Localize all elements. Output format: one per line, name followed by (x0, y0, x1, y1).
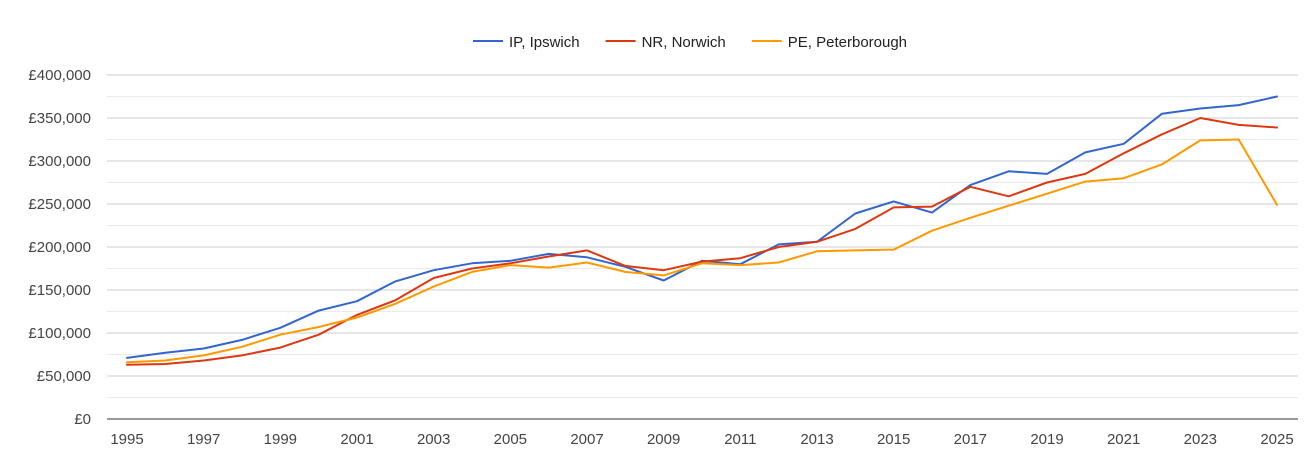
x-tick-label: 2011 (724, 431, 756, 448)
x-tick-label: 2017 (954, 431, 987, 448)
x-tick-label: 2023 (1184, 431, 1217, 448)
legend-label: PE, Peterborough (788, 34, 907, 51)
x-tick-label: 2021 (1107, 431, 1140, 448)
x-tick-label: 2001 (340, 431, 373, 448)
y-tick-label: £50,000 (37, 368, 91, 385)
legend: IP, Ipswich NR, Norwich PE, Peterborough (473, 34, 907, 51)
y-tick-label: £200,000 (28, 239, 91, 256)
x-tick-label: 2019 (1030, 431, 1063, 448)
series-line-3 (126, 138, 1278, 364)
x-tick-label: 1997 (187, 431, 220, 448)
series-line-1 (126, 95, 1278, 359)
x-tick-label: 2005 (494, 431, 527, 448)
x-tick-label: 1999 (264, 431, 297, 448)
y-tick-label: £300,000 (28, 153, 91, 170)
grid-lines (107, 74, 1298, 420)
series-lines (126, 95, 1278, 366)
legend-label: NR, Norwich (642, 34, 726, 51)
x-tick-label: 2007 (570, 431, 603, 448)
x-tick-label: 2003 (417, 431, 450, 448)
y-tick-label: £0 (74, 411, 91, 428)
y-tick-label: £100,000 (28, 325, 91, 342)
y-tick-label: £400,000 (28, 67, 91, 84)
y-tick-label: £350,000 (28, 110, 91, 127)
y-tick-label: £150,000 (28, 282, 91, 299)
x-tick-label: 2015 (877, 431, 910, 448)
legend-item: PE, Peterborough (751, 34, 907, 51)
series-line-2 (126, 117, 1278, 366)
y-axis: £0 £50,000 £100,000 £150,000 £200,000 £250,00… (28, 67, 91, 428)
legend-label: IP, Ipswich (509, 34, 580, 51)
legend-item: IP, Ipswich (473, 34, 580, 51)
x-tick-label: 2025 (1260, 431, 1293, 448)
x-tick-label: 2009 (647, 431, 680, 448)
x-axis: 1995 1997 1999 2001 2003 2005 2007 2009 2011 2013… (110, 431, 1293, 448)
x-tick-label: 2013 (800, 431, 833, 448)
legend-item: NR, Norwich (605, 34, 726, 51)
y-tick-label: £250,000 (28, 196, 91, 213)
x-tick-label: 1995 (110, 431, 143, 448)
